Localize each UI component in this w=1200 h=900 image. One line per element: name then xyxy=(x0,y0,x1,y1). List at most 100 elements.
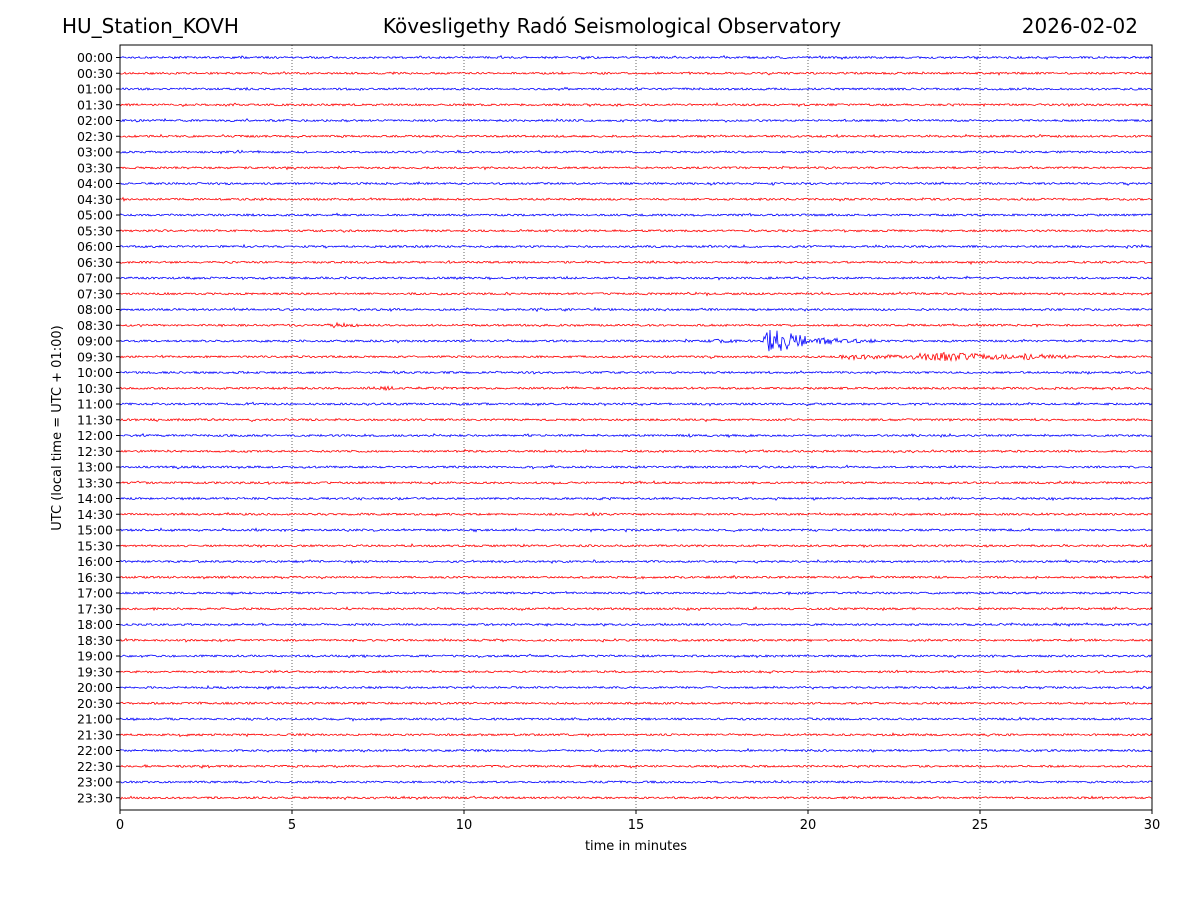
seismic-trace xyxy=(119,511,1153,517)
seismic-trace xyxy=(119,480,1153,486)
x-tick-group: 0 5 10 15 20 25 30 xyxy=(116,810,1160,833)
row-time-label: 22:00 xyxy=(77,743,113,758)
row-time-label: 11:00 xyxy=(77,397,113,412)
seismic-trace xyxy=(119,622,1153,628)
row-label-group: 00:0000:3001:0001:3002:0002:3003:0003:30… xyxy=(77,50,120,805)
seismic-trace xyxy=(119,417,1153,423)
row-time-label: 18:30 xyxy=(77,633,113,648)
seismic-trace xyxy=(119,668,1153,675)
row-time-label: 09:00 xyxy=(77,334,113,349)
row-time-label: 16:30 xyxy=(77,570,113,585)
seismic-trace xyxy=(119,653,1153,659)
seismic-trace xyxy=(119,716,1153,722)
seismic-trace xyxy=(119,351,1153,362)
seismic-trace xyxy=(119,243,1153,249)
row-time-label: 00:00 xyxy=(77,50,113,65)
seismic-trace xyxy=(119,228,1153,234)
seismic-trace xyxy=(119,260,1153,266)
seismic-trace xyxy=(119,118,1153,123)
row-time-label: 23:00 xyxy=(77,775,113,790)
row-time-label: 14:00 xyxy=(77,491,113,506)
x-tick-label: 30 xyxy=(1144,818,1161,833)
seismic-trace xyxy=(119,606,1153,612)
seismic-trace xyxy=(119,795,1153,801)
row-time-label: 20:00 xyxy=(77,680,113,695)
seismic-trace xyxy=(119,432,1153,439)
seismic-trace xyxy=(119,165,1153,171)
row-time-label: 13:00 xyxy=(77,460,113,475)
seismic-trace xyxy=(119,543,1153,549)
row-time-label: 10:00 xyxy=(77,365,113,380)
row-time-label: 08:00 xyxy=(77,302,113,317)
seismic-trace xyxy=(119,149,1153,155)
row-time-label: 22:30 xyxy=(77,759,113,774)
row-time-label: 21:30 xyxy=(77,727,113,742)
seismic-trace xyxy=(119,701,1153,706)
row-time-label: 09:30 xyxy=(77,349,113,364)
x-tick-label: 15 xyxy=(628,818,645,833)
seismic-trace xyxy=(119,133,1153,139)
seismic-trace xyxy=(119,527,1153,533)
plot-background xyxy=(120,45,1152,810)
row-time-label: 17:00 xyxy=(77,586,113,601)
row-time-label: 05:30 xyxy=(77,223,113,238)
x-tick-label: 5 xyxy=(288,818,296,833)
seismic-trace xyxy=(119,763,1153,769)
row-time-label: 04:00 xyxy=(77,176,113,191)
row-time-label: 08:30 xyxy=(77,318,113,333)
station-name: HU_Station_KOVH xyxy=(62,14,239,38)
seismic-trace xyxy=(119,779,1153,784)
row-time-label: 21:00 xyxy=(77,712,113,727)
seismic-trace xyxy=(119,448,1153,454)
seismic-trace xyxy=(119,55,1153,61)
row-time-label: 23:30 xyxy=(77,790,113,805)
row-time-label: 02:00 xyxy=(77,113,113,128)
row-time-label: 01:00 xyxy=(77,82,113,97)
seismic-trace xyxy=(119,747,1153,754)
row-time-label: 19:30 xyxy=(77,664,113,679)
row-time-label: 14:30 xyxy=(77,507,113,522)
chart-date: 2026-02-02 xyxy=(1021,14,1138,38)
row-time-label: 07:30 xyxy=(77,286,113,301)
y-axis-label: UTC (local time = UTC + 01:00) xyxy=(50,325,65,530)
chart-title: Kövesligethy Radó Seismological Observat… xyxy=(382,14,842,38)
seismic-trace xyxy=(119,574,1153,580)
seismic-trace xyxy=(119,330,1153,352)
x-tick-label: 0 xyxy=(116,818,124,833)
seismic-trace xyxy=(119,321,1153,329)
row-time-label: 16:00 xyxy=(77,554,113,569)
row-time-label: 06:00 xyxy=(77,239,113,254)
seismic-trace xyxy=(119,401,1153,407)
row-time-label: 07:00 xyxy=(77,271,113,286)
seismic-trace xyxy=(119,496,1153,502)
seismic-trace xyxy=(119,196,1153,202)
row-time-label: 02:30 xyxy=(77,129,113,144)
x-axis-label: time in minutes xyxy=(585,839,687,854)
row-time-label: 06:30 xyxy=(77,255,113,270)
seismic-trace xyxy=(119,212,1153,217)
seismic-trace xyxy=(119,385,1153,392)
seismic-trace xyxy=(119,590,1153,596)
seismic-trace xyxy=(119,637,1153,643)
row-time-label: 11:30 xyxy=(77,412,113,427)
seismic-trace xyxy=(119,70,1153,76)
row-time-label: 15:30 xyxy=(77,538,113,553)
seismic-trace xyxy=(119,732,1153,738)
seismic-trace xyxy=(119,464,1153,470)
trace-group xyxy=(119,55,1153,801)
row-time-label: 15:00 xyxy=(77,523,113,538)
row-time-label: 10:30 xyxy=(77,381,113,396)
x-tick-label: 20 xyxy=(800,818,817,833)
seismic-trace xyxy=(119,370,1153,375)
row-time-label: 19:00 xyxy=(77,649,113,664)
seismic-trace xyxy=(119,558,1153,565)
row-time-label: 20:30 xyxy=(77,696,113,711)
x-tick-label: 25 xyxy=(972,818,989,833)
row-time-label: 12:00 xyxy=(77,428,113,443)
row-time-label: 18:00 xyxy=(77,617,113,632)
row-time-label: 00:30 xyxy=(77,66,113,81)
row-time-label: 01:30 xyxy=(77,97,113,112)
row-time-label: 05:00 xyxy=(77,208,113,223)
seismic-trace xyxy=(119,86,1153,92)
